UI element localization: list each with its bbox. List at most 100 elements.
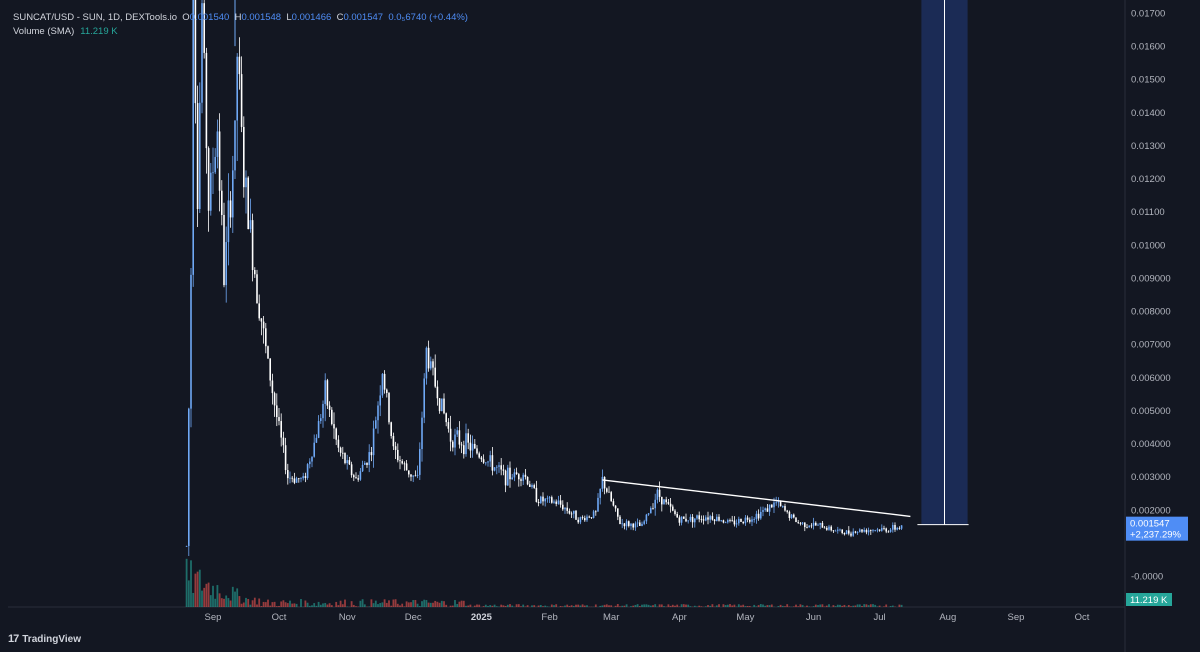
volume-bar <box>392 599 395 607</box>
candle-body <box>713 519 716 522</box>
candle-body <box>639 522 641 526</box>
volume-bar <box>381 602 384 607</box>
volume-bar <box>190 560 192 607</box>
candle-body <box>592 511 595 518</box>
volume-bar <box>608 605 610 607</box>
candle-body <box>526 476 529 485</box>
candle-body <box>414 475 417 477</box>
volume-bar <box>667 604 670 607</box>
volume-bar <box>383 599 386 607</box>
candle-body <box>898 527 901 529</box>
candle-body <box>546 498 549 500</box>
x-tick-label: May <box>736 612 754 623</box>
candle-body <box>361 464 364 472</box>
volume-bar <box>225 595 228 607</box>
volume-bar <box>473 605 476 607</box>
candle-body <box>678 517 681 523</box>
candle-body <box>471 443 474 451</box>
candle-body <box>509 467 511 480</box>
volume-bar <box>744 606 747 607</box>
candle-body <box>881 528 883 531</box>
volume-bar <box>715 605 718 607</box>
candle-body <box>350 464 353 476</box>
volume-bar <box>234 591 236 607</box>
volume-legend: Volume (SMA) 11.219 K <box>13 26 118 37</box>
volume-bar <box>355 606 357 607</box>
candle-body <box>634 523 637 528</box>
candle-body <box>672 506 674 511</box>
volume-bar <box>777 606 780 607</box>
volume-bar <box>704 606 707 607</box>
x-tick-label: Oct <box>1075 612 1090 623</box>
volume-bar <box>845 606 848 607</box>
volume-bar <box>434 600 437 607</box>
volume-bar <box>491 605 494 607</box>
candle-body <box>482 459 485 463</box>
volume-bar <box>722 604 725 607</box>
volume-bar <box>258 598 261 607</box>
volume-bar <box>832 605 835 607</box>
volume-bar <box>537 605 540 607</box>
candle-body <box>454 434 456 448</box>
tradingview-logo[interactable]: 17 TradingView <box>8 633 81 645</box>
candle-body <box>599 488 601 498</box>
candle-body <box>203 3 205 53</box>
candle-body <box>405 463 408 471</box>
volume-bar <box>260 606 263 607</box>
candle-body <box>621 523 623 525</box>
volume-bar <box>654 604 657 607</box>
volume-bar <box>306 602 309 607</box>
candle-body <box>357 478 359 480</box>
volume-bar <box>539 604 542 607</box>
candle-body <box>630 523 632 526</box>
candle-body <box>650 508 652 514</box>
candle-body <box>210 172 212 211</box>
volume-bar <box>335 601 338 607</box>
volume-tag <box>1126 593 1172 606</box>
candle-body <box>214 156 216 173</box>
candle-body <box>889 529 892 532</box>
candle-body <box>337 439 340 448</box>
candle-body <box>375 420 377 429</box>
volume-bar <box>469 604 472 607</box>
candle-body <box>751 519 753 522</box>
candle-body <box>667 502 670 504</box>
candle-body <box>460 444 463 446</box>
volume-bar <box>594 604 597 607</box>
volume-bar <box>372 603 375 607</box>
volume-bar <box>326 604 329 607</box>
volume-bar <box>841 605 844 607</box>
volume-bar <box>218 593 221 607</box>
volume-bar <box>410 602 412 607</box>
volume-bar <box>550 604 553 607</box>
candle-body <box>738 518 740 524</box>
candle-body <box>185 545 188 547</box>
candle-body <box>892 524 894 530</box>
candle-body <box>513 472 516 478</box>
volume-bar <box>440 600 443 607</box>
volume-bar <box>876 606 879 607</box>
candle-body <box>727 520 729 523</box>
volume-bar <box>231 586 234 607</box>
candle-body <box>524 474 527 477</box>
volume-bar <box>293 603 296 607</box>
volume-bar <box>726 604 729 607</box>
candle-body <box>731 520 733 522</box>
volume-bar <box>517 604 520 607</box>
volume-bar <box>641 604 643 607</box>
candle-body <box>192 0 194 275</box>
volume-bar <box>839 604 841 607</box>
candle-body <box>608 491 610 493</box>
candle-body <box>687 520 689 522</box>
candle-body <box>401 461 403 464</box>
candle-body <box>502 469 505 471</box>
candle-body <box>676 514 678 518</box>
volume-bar <box>489 605 492 607</box>
volume-bar <box>256 604 258 607</box>
candle-body <box>425 347 428 379</box>
candle-body <box>843 533 846 535</box>
candle-body <box>383 373 386 390</box>
volume-bar <box>390 605 393 607</box>
candle-body <box>601 476 604 489</box>
